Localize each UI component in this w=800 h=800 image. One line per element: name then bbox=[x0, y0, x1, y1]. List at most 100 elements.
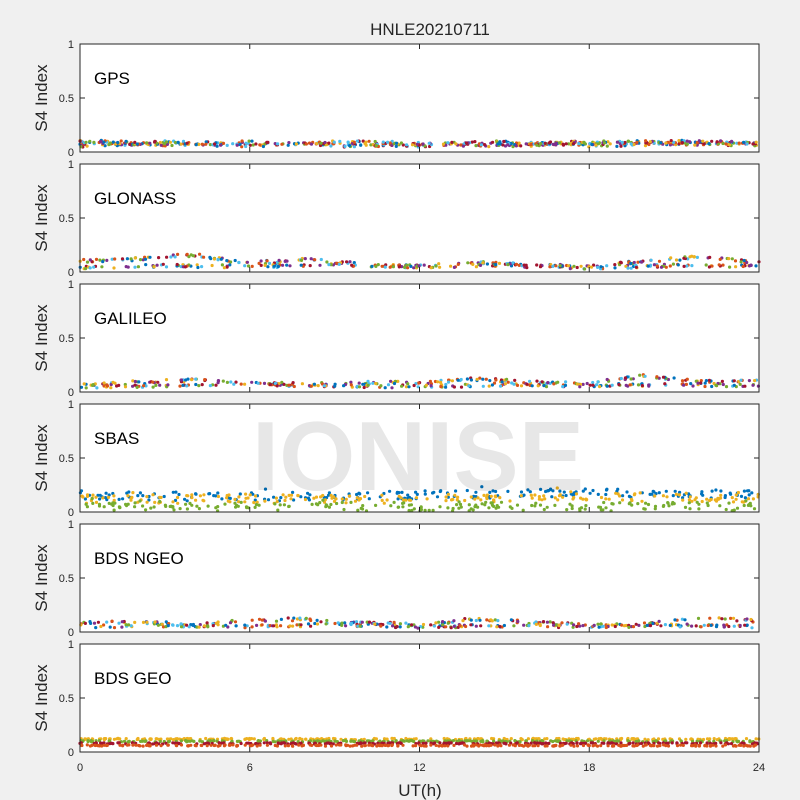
data-point bbox=[98, 497, 102, 501]
data-point bbox=[451, 497, 455, 501]
data-point bbox=[243, 264, 247, 268]
data-point bbox=[141, 739, 145, 743]
data-point bbox=[175, 737, 179, 741]
data-point bbox=[727, 737, 731, 741]
data-point bbox=[692, 255, 696, 259]
data-point bbox=[681, 743, 685, 748]
data-point bbox=[734, 493, 738, 497]
data-point bbox=[659, 265, 664, 269]
data-point bbox=[214, 494, 218, 498]
data-point bbox=[189, 253, 193, 257]
data-point bbox=[263, 487, 268, 491]
data-point bbox=[557, 494, 562, 498]
data-point bbox=[693, 143, 697, 147]
data-point bbox=[543, 744, 547, 748]
data-point bbox=[694, 624, 698, 628]
data-point bbox=[653, 507, 657, 511]
watermark: IONISE bbox=[252, 401, 584, 511]
data-point bbox=[385, 625, 389, 629]
data-point bbox=[275, 625, 279, 629]
data-point bbox=[437, 262, 441, 266]
data-point bbox=[479, 624, 483, 628]
data-point bbox=[492, 498, 496, 502]
data-point bbox=[158, 739, 162, 744]
data-point bbox=[471, 508, 475, 512]
data-point bbox=[303, 257, 307, 261]
data-point bbox=[484, 377, 488, 381]
data-point bbox=[501, 143, 505, 147]
data-point bbox=[239, 382, 243, 386]
data-point bbox=[370, 264, 374, 268]
data-point bbox=[487, 145, 491, 149]
series-2 bbox=[84, 497, 757, 513]
data-point bbox=[360, 620, 364, 624]
data-point bbox=[479, 143, 483, 147]
data-point bbox=[631, 741, 635, 745]
data-point bbox=[707, 142, 711, 146]
y-tick-label: 0 bbox=[68, 387, 74, 399]
data-point bbox=[552, 623, 556, 627]
data-point bbox=[404, 621, 408, 625]
y-tick-label: 0.5 bbox=[59, 693, 74, 705]
data-point bbox=[709, 623, 713, 628]
data-point bbox=[620, 498, 625, 502]
data-point bbox=[481, 384, 485, 388]
data-point bbox=[583, 741, 588, 745]
data-point bbox=[679, 743, 683, 747]
data-point bbox=[519, 144, 523, 148]
data-point bbox=[188, 739, 192, 743]
data-point bbox=[212, 739, 216, 743]
panel-label: BDS GEO bbox=[94, 669, 171, 688]
data-point bbox=[110, 619, 114, 623]
data-point bbox=[118, 506, 122, 510]
data-point bbox=[751, 497, 756, 501]
data-point bbox=[583, 507, 587, 511]
data-point bbox=[369, 143, 373, 147]
data-point bbox=[124, 502, 128, 506]
data-point bbox=[223, 502, 227, 506]
data-point bbox=[190, 493, 194, 497]
data-point bbox=[175, 624, 180, 628]
data-point bbox=[138, 491, 142, 495]
data-point bbox=[399, 496, 403, 500]
data-point bbox=[84, 502, 88, 506]
data-point bbox=[85, 144, 89, 148]
data-point bbox=[204, 736, 208, 741]
data-point bbox=[444, 495, 448, 499]
data-point bbox=[628, 501, 632, 505]
data-point bbox=[510, 506, 514, 510]
data-point bbox=[455, 503, 459, 507]
data-point bbox=[286, 616, 290, 620]
data-point bbox=[306, 491, 310, 495]
data-point bbox=[547, 741, 551, 746]
data-point bbox=[143, 739, 147, 744]
data-point bbox=[664, 141, 668, 145]
data-point bbox=[365, 620, 369, 624]
data-point bbox=[181, 139, 186, 143]
data-point bbox=[357, 498, 361, 502]
data-point bbox=[145, 620, 149, 624]
data-point bbox=[186, 377, 190, 381]
data-point bbox=[683, 505, 688, 509]
data-point bbox=[153, 500, 157, 504]
data-point bbox=[257, 617, 262, 621]
data-point bbox=[355, 139, 359, 143]
data-point bbox=[691, 384, 695, 388]
data-point bbox=[304, 616, 308, 621]
data-point bbox=[165, 142, 169, 146]
data-point bbox=[613, 624, 617, 629]
data-point bbox=[618, 501, 622, 505]
data-point bbox=[460, 741, 465, 745]
data-point bbox=[294, 142, 298, 146]
data-point bbox=[469, 623, 473, 627]
data-point bbox=[266, 498, 271, 502]
panel-label: BDS NGEO bbox=[94, 549, 184, 568]
data-point bbox=[693, 498, 697, 502]
data-point bbox=[429, 266, 433, 270]
data-point bbox=[719, 489, 723, 493]
data-point bbox=[612, 744, 616, 748]
data-points bbox=[78, 736, 761, 748]
data-point bbox=[318, 263, 322, 267]
data-point bbox=[262, 741, 266, 745]
data-point bbox=[691, 739, 695, 743]
